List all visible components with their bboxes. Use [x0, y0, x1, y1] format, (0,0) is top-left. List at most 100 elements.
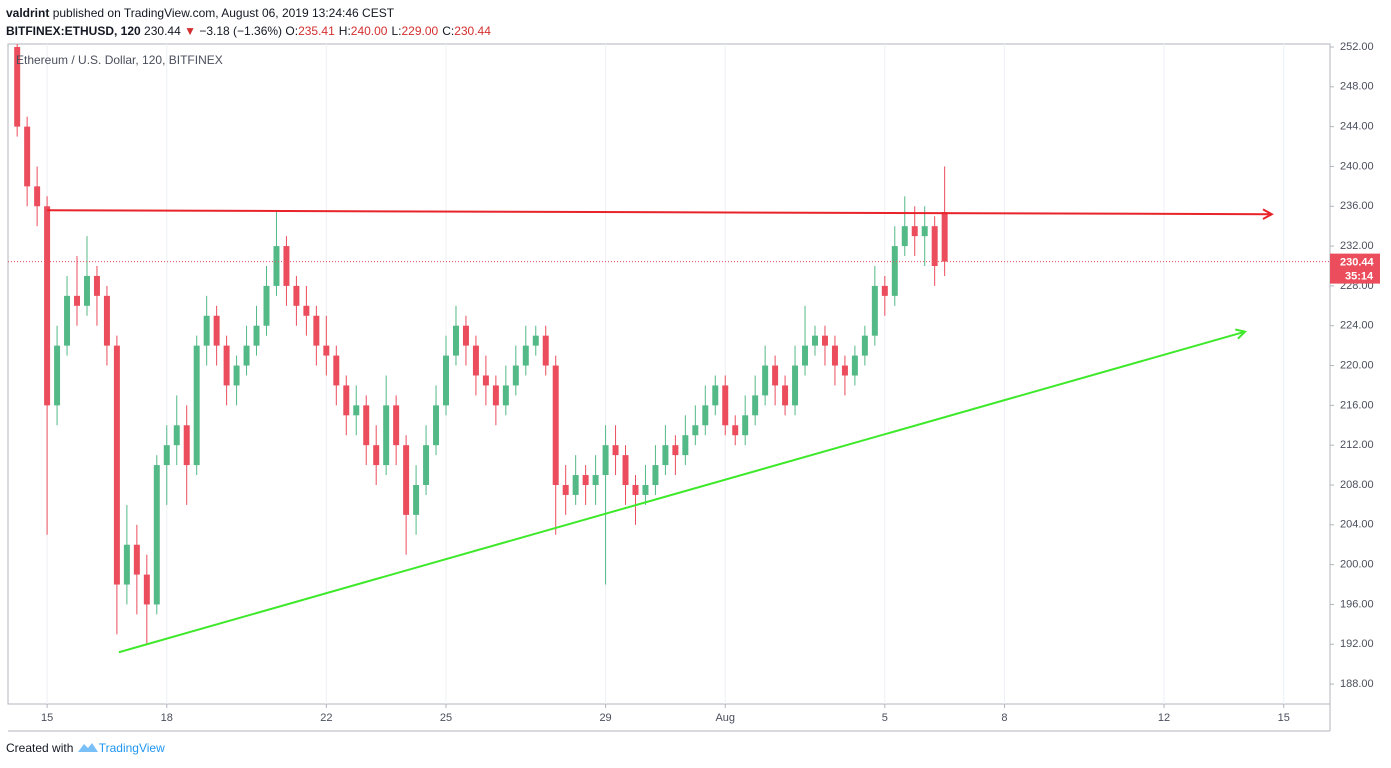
- candle-body: [722, 385, 729, 426]
- candle-body: [851, 355, 858, 376]
- candle-body: [562, 484, 569, 495]
- chart-title: Ethereum / U.S. Dollar, 120, BITFINEX: [16, 53, 223, 67]
- down-arrow: ▼: [184, 24, 196, 38]
- y-tick-label: 236.00: [1340, 200, 1374, 212]
- y-tick-label: 224.00: [1340, 320, 1374, 332]
- ohlc-value: 230.44: [454, 24, 491, 38]
- candle-body: [861, 335, 868, 356]
- author[interactable]: valdrint: [6, 6, 50, 20]
- ohlc: O:235.41 H:240.00 L:229.00 C:230.44: [285, 24, 495, 38]
- candle-body: [482, 375, 489, 386]
- candle-body: [502, 385, 509, 406]
- plot-frame: [7, 43, 1331, 705]
- candle-body: [901, 226, 908, 247]
- candle-body: [193, 345, 200, 466]
- ohlc-label: C:: [442, 24, 455, 38]
- x-tick-label: 8: [1001, 712, 1007, 724]
- ohlc-value: 229.00: [401, 24, 439, 38]
- candle-body: [931, 226, 938, 266]
- ohlc-label: O:: [285, 24, 299, 38]
- candle-body: [163, 445, 170, 466]
- candle-body: [283, 246, 290, 286]
- candle-body: [552, 365, 559, 485]
- x-tick-label: 5: [882, 712, 888, 724]
- candle-body: [662, 445, 669, 466]
- candle-body: [652, 465, 659, 485]
- x-tick-label: 22: [320, 712, 332, 724]
- candle-body: [692, 425, 699, 436]
- candle-body: [881, 285, 888, 296]
- candle-body: [103, 295, 110, 346]
- last-price-tag: [1330, 253, 1380, 284]
- candle-body: [812, 335, 818, 346]
- change: −3.18 (−1.36%): [199, 24, 283, 38]
- header: valdrint published on TradingView.com, A…: [6, 4, 495, 40]
- candle-body: [223, 345, 230, 386]
- trendline: [47, 209, 1272, 216]
- candle-body: [333, 355, 340, 386]
- trendline-arrow: [1262, 208, 1274, 220]
- candle-body: [253, 325, 260, 346]
- trendline-arrow: [1235, 328, 1248, 340]
- candle-body: [831, 345, 838, 366]
- candle-body: [592, 475, 599, 485]
- candle-body: [183, 425, 190, 466]
- x-tick-label: Aug: [715, 712, 735, 724]
- candle-body: [572, 475, 579, 495]
- candle-body: [522, 345, 529, 366]
- trendline: [118, 330, 1246, 654]
- candle-body: [762, 365, 769, 396]
- x-tick-label: 18: [161, 712, 173, 724]
- candle-body: [34, 186, 41, 207]
- candle-body: [492, 385, 499, 406]
- y-tick-label: 216.00: [1340, 399, 1374, 411]
- candle-body: [323, 345, 330, 356]
- y-tick-label: 248.00: [1340, 81, 1374, 93]
- candle-body: [682, 435, 689, 456]
- brand[interactable]: TradingView: [98, 741, 165, 755]
- y-tick-label: 244.00: [1340, 121, 1374, 133]
- candle-body: [213, 315, 220, 346]
- symbol: BITFINEX:ETHUSD, 120: [6, 24, 141, 38]
- candle-body: [452, 325, 459, 356]
- candle-body: [672, 445, 679, 456]
- candle-body: [173, 425, 180, 446]
- candle-body: [123, 544, 130, 585]
- y-tick-label: 192.00: [1340, 638, 1374, 650]
- y-tick-label: 252.00: [1340, 41, 1374, 53]
- candle-body: [612, 445, 619, 456]
- candle-body: [353, 405, 360, 416]
- candle-body: [642, 484, 649, 495]
- candle-body: [542, 335, 549, 366]
- candle-body: [752, 395, 759, 416]
- ohlc-value: 240.00: [350, 24, 388, 38]
- candle-body: [413, 484, 420, 515]
- created: Created with: [6, 741, 74, 755]
- candle-body: [263, 285, 270, 326]
- candle-body: [921, 226, 928, 237]
- candle-body: [941, 212, 948, 262]
- y-tick-label: 188.00: [1340, 678, 1374, 690]
- candle-body: [93, 275, 100, 296]
- candle-body: [243, 345, 250, 366]
- candle-body: [871, 285, 878, 336]
- last: 230.44: [144, 24, 181, 38]
- published: published on TradingView.com, August 06,…: [52, 6, 395, 20]
- candle-body: [702, 405, 709, 426]
- candle-body: [14, 46, 21, 127]
- last-price-label: 230.44: [1340, 257, 1375, 269]
- footer: Created with TradingView: [6, 741, 165, 755]
- y-tick-label: 196.00: [1340, 598, 1374, 610]
- candle-body: [343, 385, 350, 416]
- candle-body: [802, 345, 809, 366]
- candle-body: [782, 385, 789, 406]
- y-tick-label: 220.00: [1340, 359, 1374, 371]
- x-tick-label: 12: [1158, 712, 1170, 724]
- candle-body: [472, 345, 479, 376]
- candle-body: [363, 405, 370, 446]
- candle-body: [83, 275, 90, 306]
- candle-body: [383, 405, 390, 466]
- candle-body: [313, 315, 320, 346]
- candle-body: [732, 425, 739, 436]
